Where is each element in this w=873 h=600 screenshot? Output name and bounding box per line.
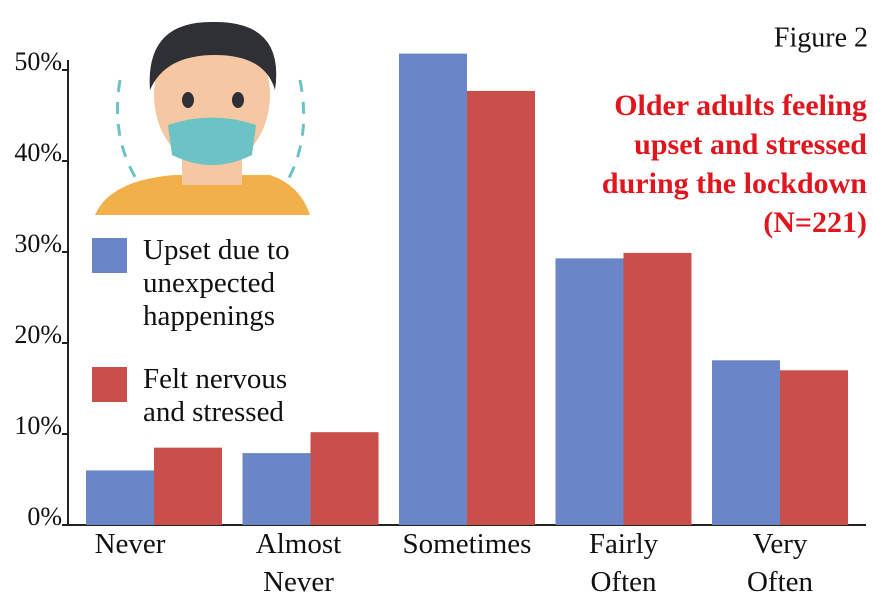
figure-label: Figure 2 bbox=[774, 22, 868, 53]
x-tick-label: Never bbox=[95, 528, 166, 560]
x-tick-label: Sometimes bbox=[403, 528, 532, 560]
x-tick-label: Fairly Often bbox=[589, 528, 659, 598]
bar bbox=[242, 453, 311, 525]
bar bbox=[467, 90, 535, 526]
legend-swatch bbox=[92, 238, 127, 273]
y-tick-label: 50% bbox=[14, 47, 62, 76]
legend-label: Felt nervous and stressed bbox=[143, 363, 288, 428]
x-tick-label: Almost Never bbox=[256, 528, 341, 598]
legend-label: Upset due to unexpected happenings bbox=[143, 234, 290, 332]
bar bbox=[712, 360, 780, 525]
illustration bbox=[95, 21, 310, 215]
bar bbox=[86, 470, 154, 525]
y-tick-label: 40% bbox=[14, 138, 62, 167]
bar bbox=[154, 447, 222, 525]
y-tick-label: 0% bbox=[27, 502, 62, 531]
bar bbox=[399, 53, 467, 526]
bar bbox=[310, 432, 379, 525]
bar bbox=[780, 370, 848, 525]
y-tick-label: 10% bbox=[14, 411, 62, 440]
bar bbox=[555, 258, 624, 525]
y-tick-label: 30% bbox=[14, 229, 62, 258]
x-tick-label: Very Often bbox=[747, 528, 814, 598]
legend-swatch bbox=[92, 367, 127, 402]
y-tick-label: 20% bbox=[14, 320, 62, 349]
bar bbox=[623, 252, 692, 525]
chart-title: Older adults feeling upset and stressed … bbox=[601, 89, 867, 239]
